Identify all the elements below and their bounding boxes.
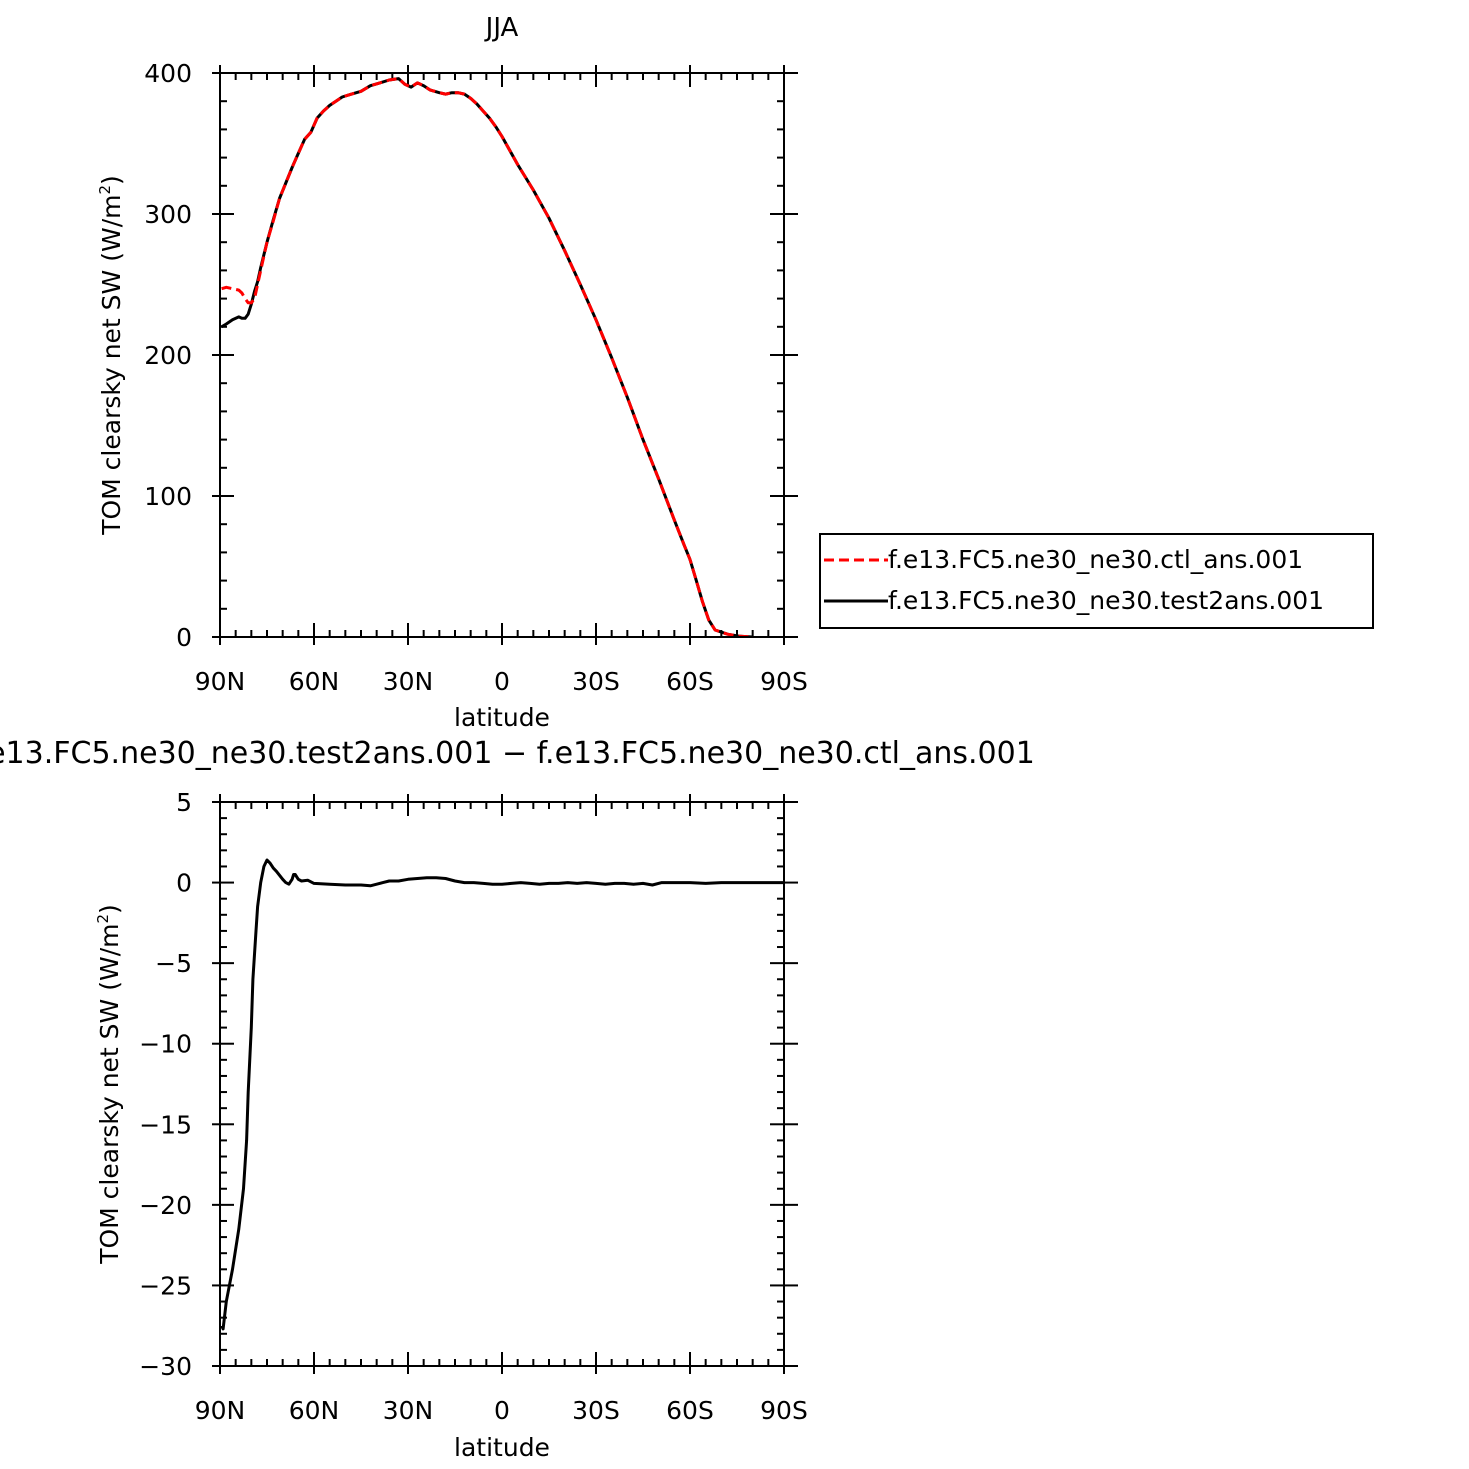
bot-y-tick-label: −30	[139, 1352, 192, 1381]
bot-x-tick-label: 90S	[760, 1396, 808, 1425]
bot-y-tick-label: −5	[155, 949, 192, 978]
bottom-tick-marks	[212, 794, 798, 1374]
top-y-tick-label: 300	[144, 200, 192, 229]
bot-y-tick-label: −20	[139, 1191, 192, 1220]
top-series-lines	[220, 77, 753, 637]
top-y-tick-label: 200	[144, 341, 192, 370]
top-chart-title: JJA	[484, 13, 519, 43]
bot-x-tick-label: 60S	[666, 1396, 714, 1425]
top-y-axis-label-sup: 2	[96, 185, 114, 195]
top-y-tick-label: 0	[176, 623, 192, 652]
bottom-y-axis-label-sup: 2	[94, 914, 112, 924]
legend-label-ctl: f.e13.FC5.ne30_ne30.ctl_ans.001	[888, 545, 1303, 574]
bottom-y-axis-label: TOM clearsky net SW (W/m2)	[94, 904, 124, 1265]
bot-y-tick-label: −10	[139, 1030, 192, 1059]
top-y-tick-label: 100	[144, 482, 192, 511]
bottom-plot-frame	[219, 801, 785, 1367]
top-plot-frame	[219, 72, 785, 638]
bot-x-tick-label: 60N	[289, 1396, 340, 1425]
bottom-x-tick-labels: 90N 60N 30N 0 30S 60S 90S	[195, 1396, 808, 1425]
bot-y-tick-label: 5	[176, 788, 192, 817]
top-y-axis-label: TOM clearsky net SW (W/m2)	[96, 175, 126, 536]
bottom-chart-title: f.e13.FC5.ne30_ne30.test2ans.001 − f.e13…	[0, 736, 1035, 771]
legend: f.e13.FC5.ne30_ne30.ctl_ans.001 f.e13.FC…	[819, 533, 1374, 629]
legend-label-test2: f.e13.FC5.ne30_ne30.test2ans.001	[888, 586, 1324, 615]
top-x-tick-label: 30N	[383, 667, 434, 696]
top-x-tick-label: 60S	[666, 667, 714, 696]
top-y-axis-label-tail: )	[97, 175, 126, 185]
top-x-tick-label: 30S	[572, 667, 620, 696]
bot-y-tick-label: −15	[139, 1110, 192, 1139]
top-x-tick-label: 60N	[289, 667, 340, 696]
bot-x-tick-label: 0	[494, 1396, 510, 1425]
bot-x-tick-label: 30S	[572, 1396, 620, 1425]
top-chart: JJA 0 100 200 300 400 90N 60N 30N 0 30S 60S 90S la…	[96, 13, 808, 732]
bottom-x-axis-label: latitude	[454, 1433, 550, 1462]
bot-x-tick-label: 90N	[195, 1396, 246, 1425]
bot-y-tick-label: 0	[176, 869, 192, 898]
top-x-tick-labels: 90N 60N 30N 0 30S 60S 90S	[195, 667, 808, 696]
bot-y-tick-label: −25	[139, 1271, 192, 1300]
top-x-tick-label: 90N	[195, 667, 246, 696]
top-y-tick-label: 400	[144, 59, 192, 88]
legend-box	[819, 533, 1374, 629]
bottom-chart: f.e13.FC5.ne30_ne30.test2ans.001 − f.e13…	[0, 736, 1035, 1462]
top-series-line-1	[220, 77, 753, 637]
bottom-y-axis-label-tail: )	[95, 904, 124, 914]
bottom-series-lines	[220, 858, 784, 1331]
top-y-axis-label-main: TOM clearsky net SW (W/m	[97, 195, 126, 536]
top-x-axis-label: latitude	[454, 703, 550, 732]
bot-x-tick-label: 30N	[383, 1396, 434, 1425]
top-series-line-0	[221, 77, 753, 637]
top-y-tick-labels: 0 100 200 300 400	[144, 59, 192, 652]
bot-series-line-0	[220, 858, 784, 1331]
top-x-tick-label: 90S	[760, 667, 808, 696]
bottom-y-axis-label-main: TOM clearsky net SW (W/m	[95, 924, 124, 1265]
top-x-tick-label: 0	[494, 667, 510, 696]
bottom-y-tick-labels: 5 0 −5 −10 −15 −20 −25 −30	[139, 788, 192, 1381]
